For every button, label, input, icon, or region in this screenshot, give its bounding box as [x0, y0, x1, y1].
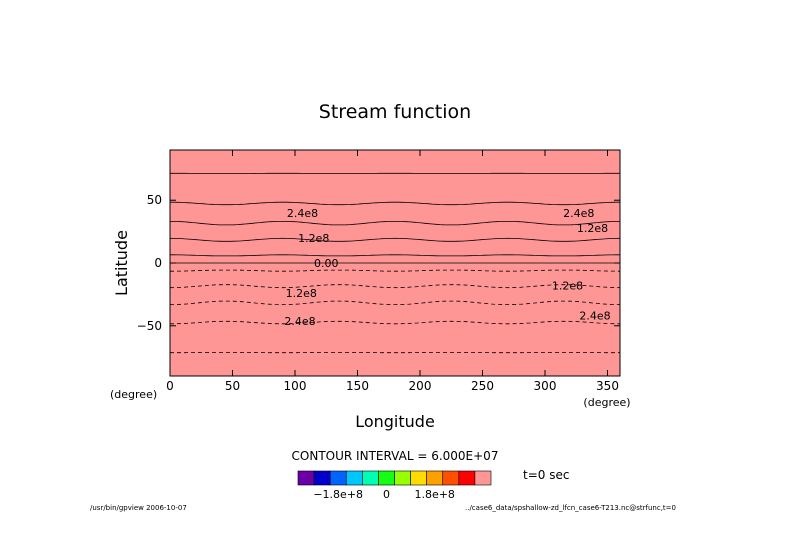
- x-tick-label: 350: [596, 379, 619, 393]
- x-axis-label: Longitude: [355, 412, 435, 431]
- x-tick-label: 250: [471, 379, 494, 393]
- y-axis-label: Latitude: [112, 230, 131, 296]
- contour-labels: 2.4e8 1.2e8 0.00 2.4e8 1.2e8 1.2e8 2.4e8 1.2e8 2…: [284, 207, 610, 328]
- contour-line: [170, 220, 620, 226]
- x-tick-label: 200: [409, 379, 432, 393]
- colorbar-swatch: [345, 470, 363, 486]
- contour-label: 2.4e8: [284, 315, 315, 328]
- contour-label: 1.2e8: [577, 222, 608, 235]
- contour-interval-text: CONTOUR INTERVAL = 6.000E+07: [292, 449, 499, 463]
- colorbar-swatch: [394, 470, 411, 486]
- x-tick-label: 100: [284, 379, 307, 393]
- contour-label: 1.2e8: [552, 280, 583, 293]
- contour-line: [170, 320, 620, 325]
- colorbar-tick-label: 0: [383, 488, 390, 501]
- colorbar-swatch: [329, 470, 347, 486]
- contour-label: 2.4e8: [563, 207, 594, 220]
- chart-title: Stream function: [319, 101, 471, 123]
- x-axis-unit-right: (degree): [583, 396, 630, 409]
- footer-right: ../case6_data/spshallow-zd_lfcn_case6-T2…: [465, 504, 676, 512]
- x-tick-label: 150: [346, 379, 369, 393]
- contour-line: [170, 254, 620, 257]
- colorbar: [297, 470, 492, 486]
- contour-line: [170, 201, 620, 206]
- contour-label: 1.2e8: [286, 287, 317, 300]
- y-tick-label: 0: [154, 256, 162, 270]
- colorbar-swatch: [442, 470, 460, 486]
- x-tick-label: 0: [166, 379, 174, 393]
- colorbar-swatch: [362, 470, 379, 486]
- x-tick-label: 300: [534, 379, 557, 393]
- colorbar-tick-label: −1.8e+8: [313, 488, 363, 501]
- contour-line: [170, 237, 620, 242]
- contour-line: [170, 269, 620, 272]
- contour-line: [170, 284, 620, 289]
- y-tick-label: 50: [147, 193, 162, 207]
- contour-label: 0.00: [314, 257, 339, 270]
- x-axis-unit-left: (degree): [110, 388, 157, 401]
- contour-lines: [170, 172, 620, 354]
- footer-left: /usr/bin/gpview 2006-10-07: [90, 504, 187, 512]
- colorbar-swatch: [474, 470, 492, 486]
- colorbar-swatch: [297, 470, 315, 486]
- colorbar-swatch: [410, 470, 427, 486]
- contour-line: [170, 300, 620, 306]
- colorbar-swatch: [313, 470, 331, 486]
- y-axis-ticks: 50 0 −50: [137, 193, 620, 333]
- x-tick-label: 50: [225, 379, 240, 393]
- colorbar-tick-label: 1.8e+8: [414, 488, 454, 501]
- colorbar-swatch: [426, 470, 444, 486]
- time-label: t=0 sec: [523, 468, 569, 482]
- y-tick-label: −50: [137, 319, 162, 333]
- contour-label: 2.4e8: [579, 310, 610, 323]
- contour-label: 2.4e8: [287, 207, 318, 220]
- colorbar-tick-labels: −1.8e+8 0 1.8e+8: [313, 488, 455, 501]
- contour-label: 1.2e8: [298, 232, 329, 245]
- x-axis-ticks: 0 50 100 150 200 250 300 350: [166, 150, 619, 393]
- colorbar-swatch: [378, 470, 395, 486]
- colorbar-swatch: [458, 470, 476, 486]
